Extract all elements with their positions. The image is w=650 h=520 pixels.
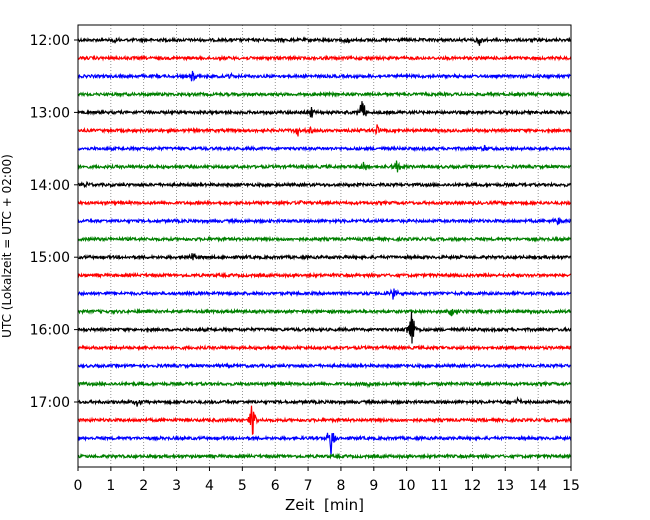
y-tick-label: 13:00 [30, 105, 70, 121]
seismogram-trace [77, 90, 572, 98]
x-tick-label: 3 [172, 478, 181, 494]
seismogram-trace [77, 452, 572, 461]
x-tick-label: 8 [336, 478, 345, 494]
x-tick-label: 10 [398, 478, 416, 494]
seismogram-trace [77, 380, 572, 389]
x-tick-label: 14 [529, 478, 547, 494]
seismogram-trace [77, 144, 572, 153]
seismogram-trace [77, 70, 572, 82]
seismogram-trace [77, 396, 572, 407]
seismogram-trace [77, 199, 572, 207]
plot-background [78, 25, 571, 467]
seismogram-trace [77, 253, 572, 261]
x-tick-label: 2 [139, 478, 148, 494]
y-axis-ticks: 12:00 13:00 14:00 15:00 16:00 17:00 [30, 33, 78, 411]
x-tick-label: 7 [304, 478, 313, 494]
trace-group [77, 36, 572, 461]
x-tick-label: 5 [238, 478, 247, 494]
y-tick-label: 17:00 [30, 395, 70, 411]
x-tick-label: 4 [205, 478, 214, 494]
seismogram-trace [77, 271, 572, 280]
seismogram-trace [77, 311, 572, 344]
plot-frame [77, 24, 572, 468]
seismogram-trace [77, 101, 572, 118]
seismogram-trace [77, 362, 572, 370]
x-tick-label: 11 [431, 478, 449, 494]
x-tick-label: 15 [562, 478, 580, 494]
seismogram-trace [77, 307, 572, 317]
y-tick-label: 14:00 [30, 178, 70, 194]
y-tick-label: 15:00 [30, 250, 70, 266]
x-tick-label: 6 [271, 478, 280, 494]
x-tick-label: 1 [106, 478, 115, 494]
x-tick-label: 0 [74, 478, 83, 494]
x-tick-label: 9 [369, 478, 378, 494]
x-axis-title: Zeit [min] [285, 496, 364, 514]
y-tick-label: 16:00 [30, 323, 70, 339]
y-tick-label: 12:00 [30, 33, 70, 49]
y-axis-title: UTC (Lokalzeit = UTC + 02:00) [0, 154, 14, 338]
seismogram-trace [77, 160, 572, 173]
seismogram-trace [77, 216, 572, 226]
seismogram-trace [77, 288, 572, 300]
x-tick-label: 12 [463, 478, 481, 494]
x-axis-ticks: 0 1 2 3 4 5 6 7 8 9 10 11 12 13 14 15 [74, 467, 580, 494]
x-tick-label: 13 [496, 478, 514, 494]
seismogram-trace [77, 405, 572, 436]
seismogram-trace [77, 344, 572, 352]
seismogram-trace [77, 180, 572, 189]
seismogram-trace [77, 36, 572, 46]
seismogram-trace [77, 54, 572, 62]
seismogram-trace [77, 124, 572, 137]
seismogram-trace [77, 432, 572, 457]
seismogram-trace [77, 235, 572, 243]
